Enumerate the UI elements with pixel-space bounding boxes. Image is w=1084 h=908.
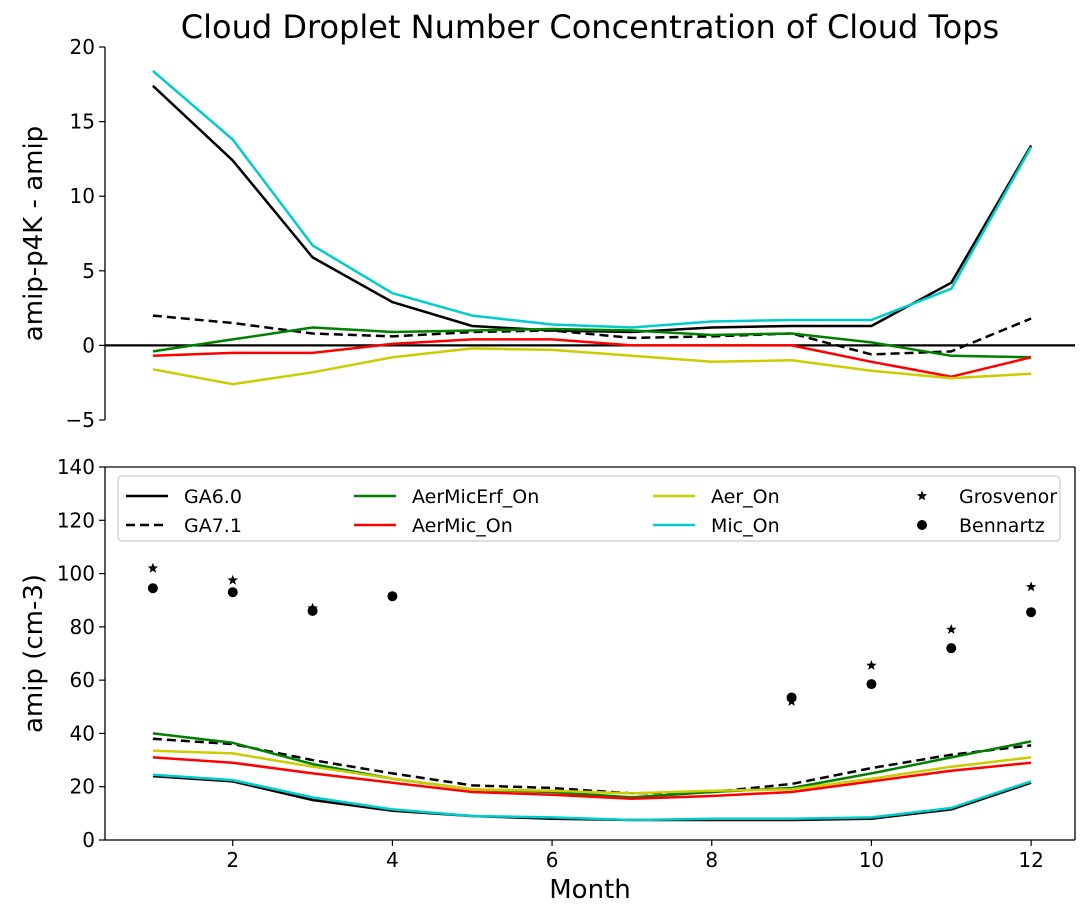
chart-title: Cloud Droplet Number Concentration of Cl…: [181, 8, 999, 46]
marker-bennartz: [307, 605, 318, 616]
marker-grosvenor: [227, 574, 238, 585]
marker-bennartz: [147, 583, 158, 594]
x-axis-label: Month: [549, 875, 631, 904]
legend-swatch-grosvenor: [916, 490, 928, 501]
panel-top: −5 0 5 10 15 20 amip-p4K - amip: [19, 35, 1075, 432]
y-tick-label: 140: [57, 455, 95, 479]
x-tick-label: 6: [546, 848, 559, 872]
series-line-aermic-on: [152, 338, 1032, 378]
x-tick-label: 10: [859, 848, 884, 872]
marker-bennartz: [786, 692, 797, 703]
marker-bennartz: [866, 679, 877, 690]
marker-grosvenor: [946, 624, 957, 634]
y-tick-label: 20: [70, 35, 95, 59]
series-line-ga6-0: [152, 84, 1033, 334]
marker-bennartz: [946, 643, 957, 654]
marker-bennartz: [227, 587, 238, 598]
series-line-mic-on: [152, 69, 1033, 329]
series-line-aer-on: [152, 347, 1032, 386]
marker-bennartz: [387, 591, 398, 602]
legend-box: [117, 475, 1061, 542]
series-line-mic-on: [152, 773, 1032, 822]
y-tick-label: 60: [70, 668, 95, 692]
legend-label-mic-on: Mic_On: [711, 515, 780, 537]
legend-label-aer-on: Aer_On: [711, 486, 780, 508]
y-axis-label: amip-p4K - amip: [19, 126, 49, 341]
legend-label-ga7-1: GA7.1: [184, 515, 242, 537]
y-tick-label: 5: [82, 259, 95, 283]
series-line-ga7-1: [152, 737, 1032, 795]
x-tick-label: 2: [226, 848, 239, 872]
x-tick-label: 12: [1018, 848, 1043, 872]
marker-grosvenor: [866, 660, 877, 670]
legend-label-bennartz: Bennartz: [959, 515, 1045, 537]
marker-bennartz: [1026, 607, 1037, 618]
series-line-aermicerf-on: [152, 326, 1032, 359]
marker-grosvenor: [147, 562, 159, 573]
y-axis-label: amip (cm-3): [19, 574, 49, 733]
series-line-aermicerf-on: [152, 732, 1032, 799]
y-tick-label: 100: [57, 562, 95, 586]
series-line-aermic-on: [152, 756, 1032, 800]
legend-label-aermic-on: AerMic_On: [412, 515, 513, 537]
panel-bottom: 0 20 40 60 80 100 120 140 2 4 6 8 10 12 amip (cm-3) Mon…: [19, 455, 1076, 905]
legend-label-aermicerf-on: AerMicErf_On: [412, 486, 539, 508]
legend: GA6.0 GA7.1 AerMicErf_On AerMic_On Aer_On Mic…: [117, 475, 1061, 542]
y-tick-label: 10: [70, 184, 95, 208]
series-line-aer-on: [152, 749, 1032, 795]
legend-swatch-bennartz: [917, 520, 927, 530]
y-tick-label: 20: [70, 775, 95, 799]
legend-label-grosvenor: Grosvenor: [959, 486, 1057, 508]
y-tick-label: 0: [82, 333, 95, 357]
legend-label-ga6-0: GA6.0: [184, 486, 242, 508]
y-tick-label: 0: [82, 828, 95, 852]
y-tick-label: 15: [70, 110, 95, 134]
x-tick-label: 4: [386, 848, 399, 872]
series-line-ga7-1: [152, 314, 1032, 356]
y-tick-label: 40: [70, 721, 95, 745]
y-tick-label: −5: [66, 408, 95, 432]
x-tick-label: 8: [705, 848, 718, 872]
y-tick-label: 80: [70, 615, 95, 639]
y-tick-label: 120: [57, 508, 95, 532]
marker-grosvenor: [1025, 581, 1037, 592]
